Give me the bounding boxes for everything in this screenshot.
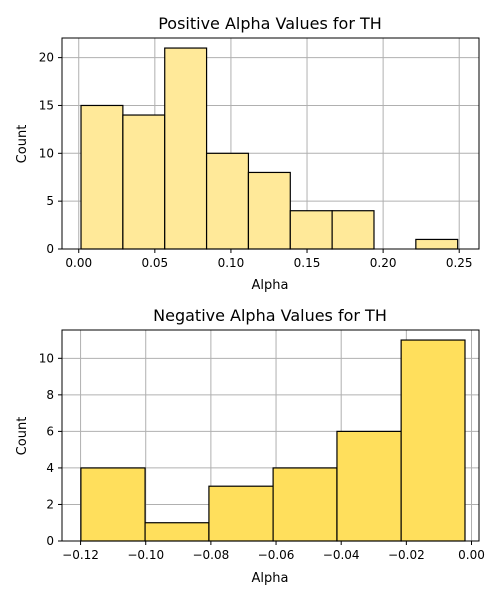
y-tick-label: 10 [39,351,54,365]
histogram-bar [80,467,146,542]
histogram-bar [164,47,208,250]
histogram-bar [415,238,459,250]
y-tick-label: 4 [46,461,54,475]
y-tick-label: 8 [46,388,54,402]
x-tick-label: 0.00 [458,548,485,562]
histogram-bar [247,171,291,250]
x-tick-label: −0.04 [323,548,360,562]
histogram-bar [289,210,333,250]
histogram-bar [80,104,124,250]
x-tick-label: 0.05 [141,256,168,270]
histogram-bar [208,485,274,542]
plot-frame [61,329,480,542]
x-tick-label: 0.15 [294,256,321,270]
negative-alpha-histogram: Negative Alpha Values for TH −0.12 −0.10−… [15,306,485,586]
histogram-bar [336,430,402,542]
x-axis-label: Alpha [252,278,289,293]
y-tick-label: 0 [46,242,54,256]
chart-title: Positive Alpha Values for TH [158,14,382,33]
y-axis-label: Count [15,125,30,164]
y-tick-label: 10 [39,146,54,160]
histogram-bar [144,522,210,542]
x-axis-label: Alpha [252,571,289,586]
bars [80,47,459,250]
histogram-bar [205,152,250,250]
positive-alpha-histogram: Positive Alpha Values for TH 0.00 0.05 0.1… [15,14,480,293]
y-tick-label: 15 [39,98,54,112]
x-tick-label: −0.12 [62,548,99,562]
histogram-bar [272,467,338,542]
x-tick-label: −0.10 [127,548,164,562]
x-tick-label: 0.00 [65,256,92,270]
x-tick-label: −0.08 [192,548,229,562]
x-tick-label: −0.06 [258,548,295,562]
y-axis-label: Count [15,417,30,456]
y-ticks: 0 5 10 15 20 [39,51,62,256]
x-ticks: 0.00 0.05 0.10 0.15 0.20 0.25 [65,249,473,270]
histogram-bar [400,339,466,542]
y-ticks: 0 2 4 6 8 10 [39,351,62,548]
bars [80,339,466,542]
x-tick-label: 0.25 [446,256,473,270]
x-tick-label: 0.10 [218,256,245,270]
y-tick-label: 20 [39,51,54,65]
x-tick-label: 0.20 [370,256,397,270]
histogram-bar [331,210,375,250]
histogram-bar [122,114,166,250]
x-tick-label: −0.02 [388,548,425,562]
y-tick-label: 0 [46,534,54,548]
y-tick-label: 5 [46,194,54,208]
plot-frame [61,37,480,250]
x-ticks: −0.12 −0.10 −0.08 −0.06 −0.04 −0.02 0.00 [62,541,485,562]
y-tick-label: 6 [46,424,54,438]
y-tick-label: 2 [46,497,54,511]
chart-title: Negative Alpha Values for TH [153,306,387,325]
